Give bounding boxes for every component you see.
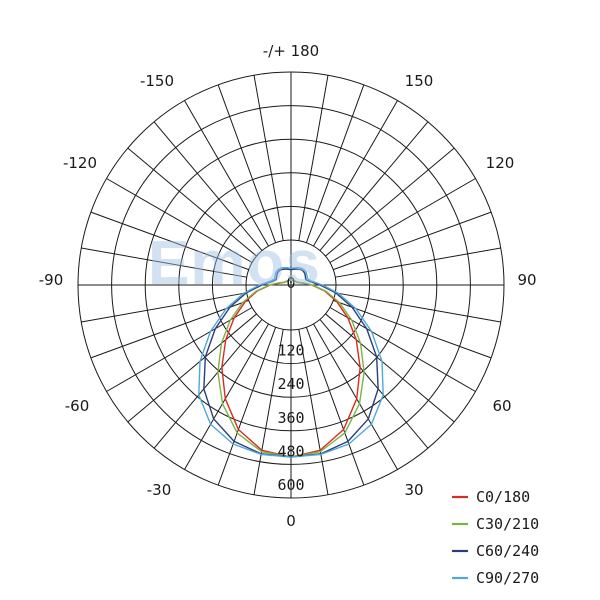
- grid-spoke: [305, 327, 365, 486]
- angle-label: 90: [517, 271, 536, 289]
- angle-label: -120: [63, 154, 97, 172]
- series-curve-C30-210: [217, 279, 365, 458]
- legend: C0/180 C30/210 C60/240 C90/270: [452, 488, 539, 587]
- grid-spoke: [329, 178, 476, 263]
- angle-label: -150: [140, 72, 174, 90]
- grid-spoke: [335, 247, 501, 278]
- radial-tick-label: 600: [277, 476, 304, 494]
- grid-spoke: [319, 121, 429, 251]
- grid-spoke: [333, 299, 492, 359]
- legend-label: C90/270: [476, 569, 539, 587]
- angle-label: -60: [65, 397, 90, 415]
- grid-spoke: [153, 319, 263, 449]
- grid-spoke: [319, 319, 429, 449]
- series-curve-C90-270: [198, 266, 384, 458]
- legend-label: C0/180: [476, 488, 530, 506]
- grid-spoke: [81, 292, 247, 323]
- radial-tick-label: 480: [277, 442, 304, 460]
- radial-tick-label: 360: [277, 409, 304, 427]
- grid-spoke: [253, 329, 284, 495]
- grid-spoke: [127, 147, 257, 257]
- grid-spoke: [325, 313, 455, 423]
- grid-spoke: [298, 329, 329, 495]
- grid-spoke: [184, 323, 269, 470]
- grid-spoke: [90, 299, 249, 359]
- grid-spoke: [153, 121, 263, 251]
- angle-label: 60: [492, 397, 511, 415]
- grid-spoke: [253, 75, 284, 241]
- grid-spoke: [313, 323, 398, 470]
- angle-label: -90: [39, 271, 64, 289]
- grid-spoke: [313, 100, 398, 247]
- grid-spoke: [329, 307, 476, 392]
- radial-tick-label: 120: [277, 342, 304, 360]
- angle-label: 0: [286, 512, 296, 530]
- angle-label: -/+ 180: [263, 42, 319, 60]
- radial-tick-label: 0: [286, 274, 295, 292]
- series-layer: [198, 266, 384, 458]
- angle-label: 30: [404, 481, 423, 499]
- angle-label: -30: [147, 481, 172, 499]
- grid-spoke: [90, 211, 249, 271]
- angle-label: 150: [405, 72, 434, 90]
- grid-spoke: [335, 292, 501, 323]
- grid-spoke: [305, 84, 365, 243]
- grid-spoke: [106, 307, 253, 392]
- radial-labels: 0 120 240 360 480 600: [277, 274, 304, 494]
- legend-label: C60/240: [476, 542, 539, 560]
- series-curve-C60-240: [203, 268, 379, 458]
- grid-spoke: [106, 178, 253, 263]
- angle-labels: -/+ 180 -150 150 -120 120 -90 90 -60 60 -30 30 0: [39, 42, 537, 530]
- legend-label: C30/210: [476, 515, 539, 533]
- grid-spoke: [298, 75, 329, 241]
- grid-spoke: [184, 100, 269, 247]
- angle-label: 120: [486, 154, 515, 172]
- grid-spokes: [78, 72, 504, 498]
- grid-spoke: [217, 327, 277, 486]
- grid-spoke: [217, 84, 277, 243]
- grid-spoke: [81, 247, 247, 278]
- grid-spoke: [127, 313, 257, 423]
- grid-spoke: [333, 211, 492, 271]
- radial-tick-label: 240: [277, 375, 304, 393]
- grid-spoke: [325, 147, 455, 257]
